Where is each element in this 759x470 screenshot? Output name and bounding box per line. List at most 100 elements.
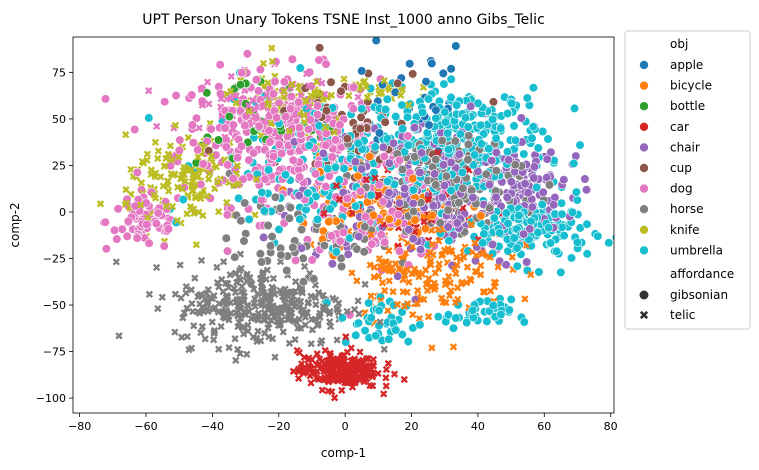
point-dog-gibsonian	[254, 121, 264, 131]
point-horse-gibsonian	[481, 169, 491, 179]
point-horse-telic	[268, 335, 277, 343]
legend-style-title: affordance	[670, 267, 734, 281]
point-horse-telic	[209, 336, 218, 344]
point-dog-telic	[145, 87, 153, 95]
point-horse-telic	[237, 295, 245, 303]
point-car-telic	[384, 359, 392, 368]
point-car-telic	[369, 362, 378, 370]
point-umbrella-gibsonian	[526, 216, 536, 226]
point-bicycle-telic	[463, 263, 472, 271]
point-dog-gibsonian	[338, 227, 349, 238]
point-cup-gibsonian	[326, 77, 336, 87]
point-umbrella-gibsonian	[330, 162, 341, 172]
point-knife-telic	[166, 142, 175, 150]
point-umbrella-gibsonian	[304, 140, 314, 150]
point-horse-telic	[179, 314, 187, 322]
point-umbrella-gibsonian	[311, 191, 321, 201]
x-tick-label: −40	[201, 420, 224, 433]
point-dog-gibsonian	[313, 101, 323, 111]
point-bicycle-telic	[385, 247, 393, 255]
point-horse-telic	[204, 307, 212, 316]
point-bicycle-telic	[423, 286, 432, 295]
point-umbrella-gibsonian	[353, 138, 363, 148]
point-bicycle-telic	[431, 269, 439, 277]
point-umbrella-gibsonian	[567, 207, 578, 217]
point-horse-telic	[214, 308, 223, 316]
point-umbrella-gibsonian	[504, 305, 514, 315]
point-umbrella-gibsonian	[571, 187, 582, 197]
point-horse-telic	[182, 289, 190, 297]
point-car-telic	[321, 346, 329, 355]
point-knife-telic	[300, 118, 308, 126]
point-car-telic	[369, 382, 377, 390]
point-horse-gibsonian	[544, 180, 555, 190]
point-dog-gibsonian	[307, 255, 317, 265]
point-umbrella-gibsonian	[488, 300, 498, 311]
legend-label-cup: cup	[670, 161, 692, 175]
point-dog-gibsonian	[244, 155, 254, 165]
point-knife-telic	[183, 210, 191, 218]
point-knife-telic	[151, 138, 160, 146]
point-chair-gibsonian	[415, 168, 425, 178]
point-bicycle-telic	[408, 243, 417, 251]
x-tick-label: −60	[134, 420, 157, 433]
point-chair-gibsonian	[408, 234, 418, 244]
point-horse-telic	[261, 312, 269, 320]
point-dog-gibsonian	[403, 131, 413, 141]
point-umbrella-gibsonian	[443, 145, 454, 155]
point-horse-gibsonian	[298, 253, 308, 263]
point-knife-telic	[122, 186, 130, 194]
point-horse-telic	[291, 277, 300, 286]
point-umbrella-gibsonian	[479, 229, 489, 239]
point-car-telic	[313, 361, 321, 369]
point-dog-gibsonian	[251, 75, 261, 85]
point-chair-gibsonian	[538, 187, 548, 197]
point-knife-telic	[178, 185, 186, 193]
point-dog-gibsonian	[272, 113, 282, 123]
point-umbrella-gibsonian	[366, 313, 376, 323]
point-horse-telic	[297, 287, 306, 295]
point-dog-gibsonian	[100, 217, 110, 227]
point-dog-gibsonian	[294, 97, 304, 107]
point-umbrella-gibsonian	[403, 140, 413, 150]
point-umbrella-gibsonian	[582, 219, 592, 229]
point-chair-gibsonian	[484, 180, 495, 190]
point-umbrella-gibsonian	[422, 128, 432, 138]
legend-marker-bottle	[639, 101, 649, 111]
point-dog-gibsonian	[260, 174, 270, 184]
point-umbrella-gibsonian	[351, 201, 361, 211]
point-horse-telic	[269, 274, 278, 283]
point-umbrella-gibsonian	[482, 316, 492, 327]
point-umbrella-gibsonian	[259, 206, 270, 216]
point-dog-gibsonian	[265, 137, 275, 147]
point-knife-telic	[223, 198, 231, 207]
point-dog-gibsonian	[394, 155, 405, 165]
point-horse-telic	[221, 301, 230, 310]
point-umbrella-gibsonian	[451, 313, 461, 323]
point-horse-gibsonian	[309, 274, 319, 284]
point-knife-telic	[183, 164, 191, 172]
point-car-telic	[300, 353, 308, 362]
x-axis-ticks: −80 −60 −40 −20 0 20 40 60 80	[68, 413, 618, 433]
point-horse-telic	[145, 290, 154, 298]
point-chair-gibsonian	[378, 142, 388, 152]
point-horse-gibsonian	[257, 257, 267, 267]
point-bicycle-telic	[449, 343, 458, 351]
point-umbrella-gibsonian	[403, 337, 413, 347]
point-bicycle-telic	[444, 245, 452, 253]
point-umbrella-gibsonian	[569, 158, 579, 168]
point-dog-gibsonian	[100, 94, 111, 104]
point-chair-gibsonian	[468, 193, 478, 203]
point-horse-gibsonian	[255, 249, 266, 259]
point-dog-gibsonian	[321, 59, 331, 69]
point-bicycle-telic	[367, 230, 375, 239]
point-dog-telic	[229, 124, 237, 132]
point-umbrella-gibsonian	[455, 129, 466, 139]
point-chair-gibsonian	[466, 101, 476, 111]
point-umbrella-gibsonian	[575, 140, 585, 150]
point-horse-telic	[257, 279, 266, 287]
point-knife-telic	[268, 57, 276, 66]
point-horse-telic	[238, 282, 246, 291]
point-knife-telic	[300, 111, 308, 119]
point-knife-telic	[232, 99, 240, 107]
